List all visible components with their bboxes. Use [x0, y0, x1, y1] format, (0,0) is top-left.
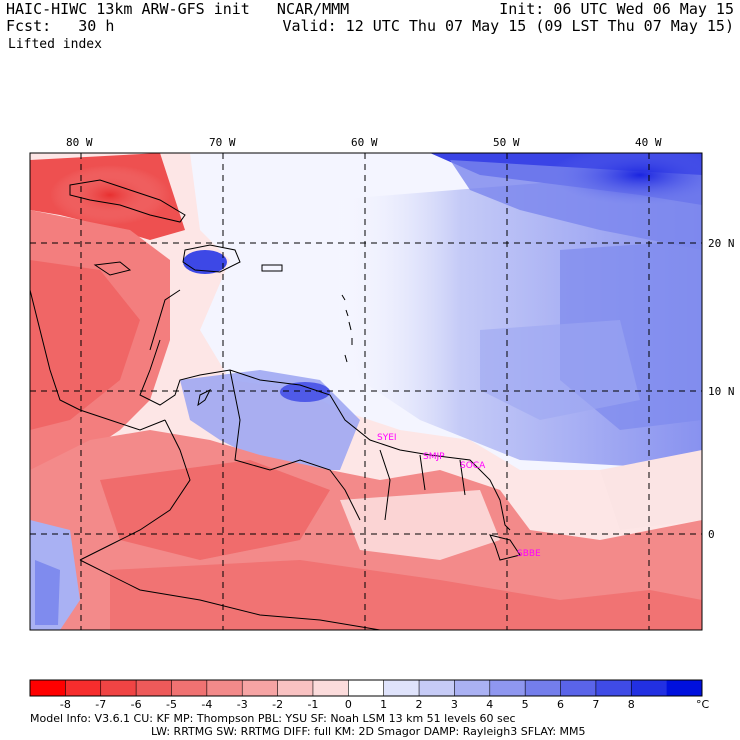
- colorbar-tick-label: 5: [522, 698, 529, 711]
- colorbar-cell: [30, 680, 66, 696]
- colorbar-cell: [489, 680, 526, 696]
- colorbar-tick-label: -3: [237, 698, 248, 711]
- header-title: HAIC-HIWC 13km ARW-GFS init NCAR/MMM: [6, 0, 350, 18]
- colorbar-cell: [348, 680, 385, 696]
- colorbar-tick-label: -6: [131, 698, 142, 711]
- lon-label-70w: 70 W: [209, 136, 236, 149]
- colorbar-tick-label: -2: [272, 698, 283, 711]
- colorbar-tick-label: 1: [380, 698, 387, 711]
- header-forecast: Fcst: 30 h: [6, 17, 115, 35]
- field-title: Lifted index: [8, 37, 102, 52]
- colorbar-cell: [277, 680, 314, 696]
- colorbar-cell: [419, 680, 455, 696]
- colorbar-cell: [312, 680, 349, 696]
- header-init: Init: 06 UTC Wed 06 May 15: [499, 0, 734, 18]
- lon-label-80w: 80 W: [66, 136, 93, 149]
- colorbar-tick-label: 2: [416, 698, 423, 711]
- footer-physics: LW: RRTMG SW: RRTMG DIFF: full KM: 2D Sm…: [151, 725, 586, 738]
- colorbar-cell: [525, 680, 562, 696]
- colorbar: -8 -7 -6 -5 -4 -3 -2 -1 0 1 2 3 4 5 6 7 8 °C: [29, 679, 710, 711]
- colorbar-cell: [631, 680, 668, 696]
- colorbar-tick-label: 4: [486, 698, 493, 711]
- colorbar-cell: [595, 680, 632, 696]
- lon-label-40w: 40 W: [635, 136, 662, 149]
- colorbar-cell: [136, 680, 172, 696]
- colorbar-tick-label: -4: [201, 698, 212, 711]
- colorbar-tick-label: -7: [95, 698, 106, 711]
- lat-label-0: 0: [708, 528, 715, 541]
- colorbar-tick-label: 8: [628, 698, 635, 711]
- colorbar-cell: [242, 680, 279, 696]
- footer-model-info: Model Info: V3.6.1 CU: KF MP: Thompson P…: [30, 712, 516, 725]
- header-valid: Valid: 12 UTC Thu 07 May 15 (09 LST Thu …: [282, 17, 734, 35]
- colorbar-cell: [206, 680, 243, 696]
- lat-label-20n: 20 N: [708, 237, 735, 250]
- colorbar-tick-label: 6: [557, 698, 564, 711]
- lon-label-50w: 50 W: [493, 136, 520, 149]
- colorbar-tick-label: -5: [166, 698, 177, 711]
- lat-label-10n: 10 N: [708, 385, 735, 398]
- colorbar-cell: [65, 680, 102, 696]
- colorbar-tick-label: 7: [592, 698, 599, 711]
- colorbar-unit: °C: [696, 698, 710, 711]
- colorbar-cell: [666, 680, 703, 696]
- station-soca: SOCA: [460, 461, 486, 471]
- colorbar-tick-label: -8: [60, 698, 71, 711]
- station-sbbe: SBBE: [517, 549, 541, 559]
- colorbar-cell: [100, 680, 137, 696]
- station-smjp: SMJP: [423, 452, 445, 462]
- colorbar-cell: [171, 680, 208, 696]
- lifted-index-map: 80 W 70 W 60 W 50 W 40 W 20 N 10 N 0 SYE…: [29, 136, 735, 631]
- colorbar-cell: [560, 680, 597, 696]
- colorbar-tick-label: -1: [307, 698, 318, 711]
- lon-label-60w: 60 W: [351, 136, 378, 149]
- colorbar-tick-label: 0: [345, 698, 352, 711]
- station-syei: SYEI: [377, 433, 397, 443]
- colorbar-cell: [383, 680, 420, 696]
- colorbar-cell: [454, 680, 491, 696]
- colorbar-tick-label: 3: [451, 698, 458, 711]
